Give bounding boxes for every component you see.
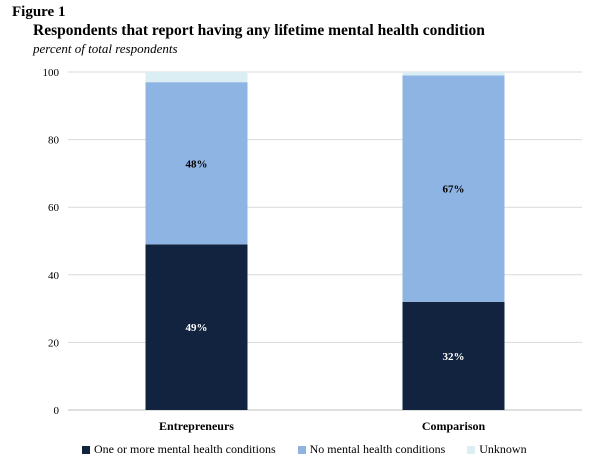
legend-label-no-conditions: No mental health conditions <box>309 442 446 456</box>
legend-label-conditions: One or more mental health conditions <box>94 442 276 456</box>
chart-subtitle: percent of total respondents <box>33 41 178 56</box>
figure-label: Figure 1 <box>12 4 66 20</box>
chart-title: Respondents that report having any lifet… <box>33 22 485 39</box>
legend-swatch-conditions <box>82 445 90 454</box>
legend-item-unknown: Unknown <box>467 442 527 457</box>
y-tick-label: 40 <box>48 270 60 282</box>
bar-segment <box>402 72 505 76</box>
bar-segment <box>145 244 248 410</box>
bar-segment <box>145 72 248 83</box>
legend-swatch-no-conditions <box>297 445 306 454</box>
y-tick-label: 80 <box>48 135 60 147</box>
y-tick-label: 20 <box>48 337 60 349</box>
data-label: 67% <box>443 184 465 196</box>
legend-item-no-conditions: No mental health conditions <box>297 442 446 457</box>
y-tick-label: 100 <box>43 67 60 79</box>
legend-swatch-unknown <box>467 445 476 454</box>
data-label: 49% <box>186 322 208 334</box>
chart-legend: One or more mental health conditions No … <box>82 442 527 457</box>
category-label: Entrepreneurs <box>159 419 234 433</box>
legend-label-unknown: Unknown <box>479 442 527 456</box>
y-tick-label: 60 <box>48 202 60 214</box>
category-label: Comparison <box>422 419 486 433</box>
legend-item-conditions: One or more mental health conditions <box>82 442 276 457</box>
bar-segment <box>402 301 505 410</box>
bar-segment <box>145 82 248 245</box>
y-tick-label: 0 <box>54 405 60 417</box>
data-label: 48% <box>186 158 208 170</box>
data-label: 32% <box>443 351 465 363</box>
bar-segment <box>402 75 505 302</box>
